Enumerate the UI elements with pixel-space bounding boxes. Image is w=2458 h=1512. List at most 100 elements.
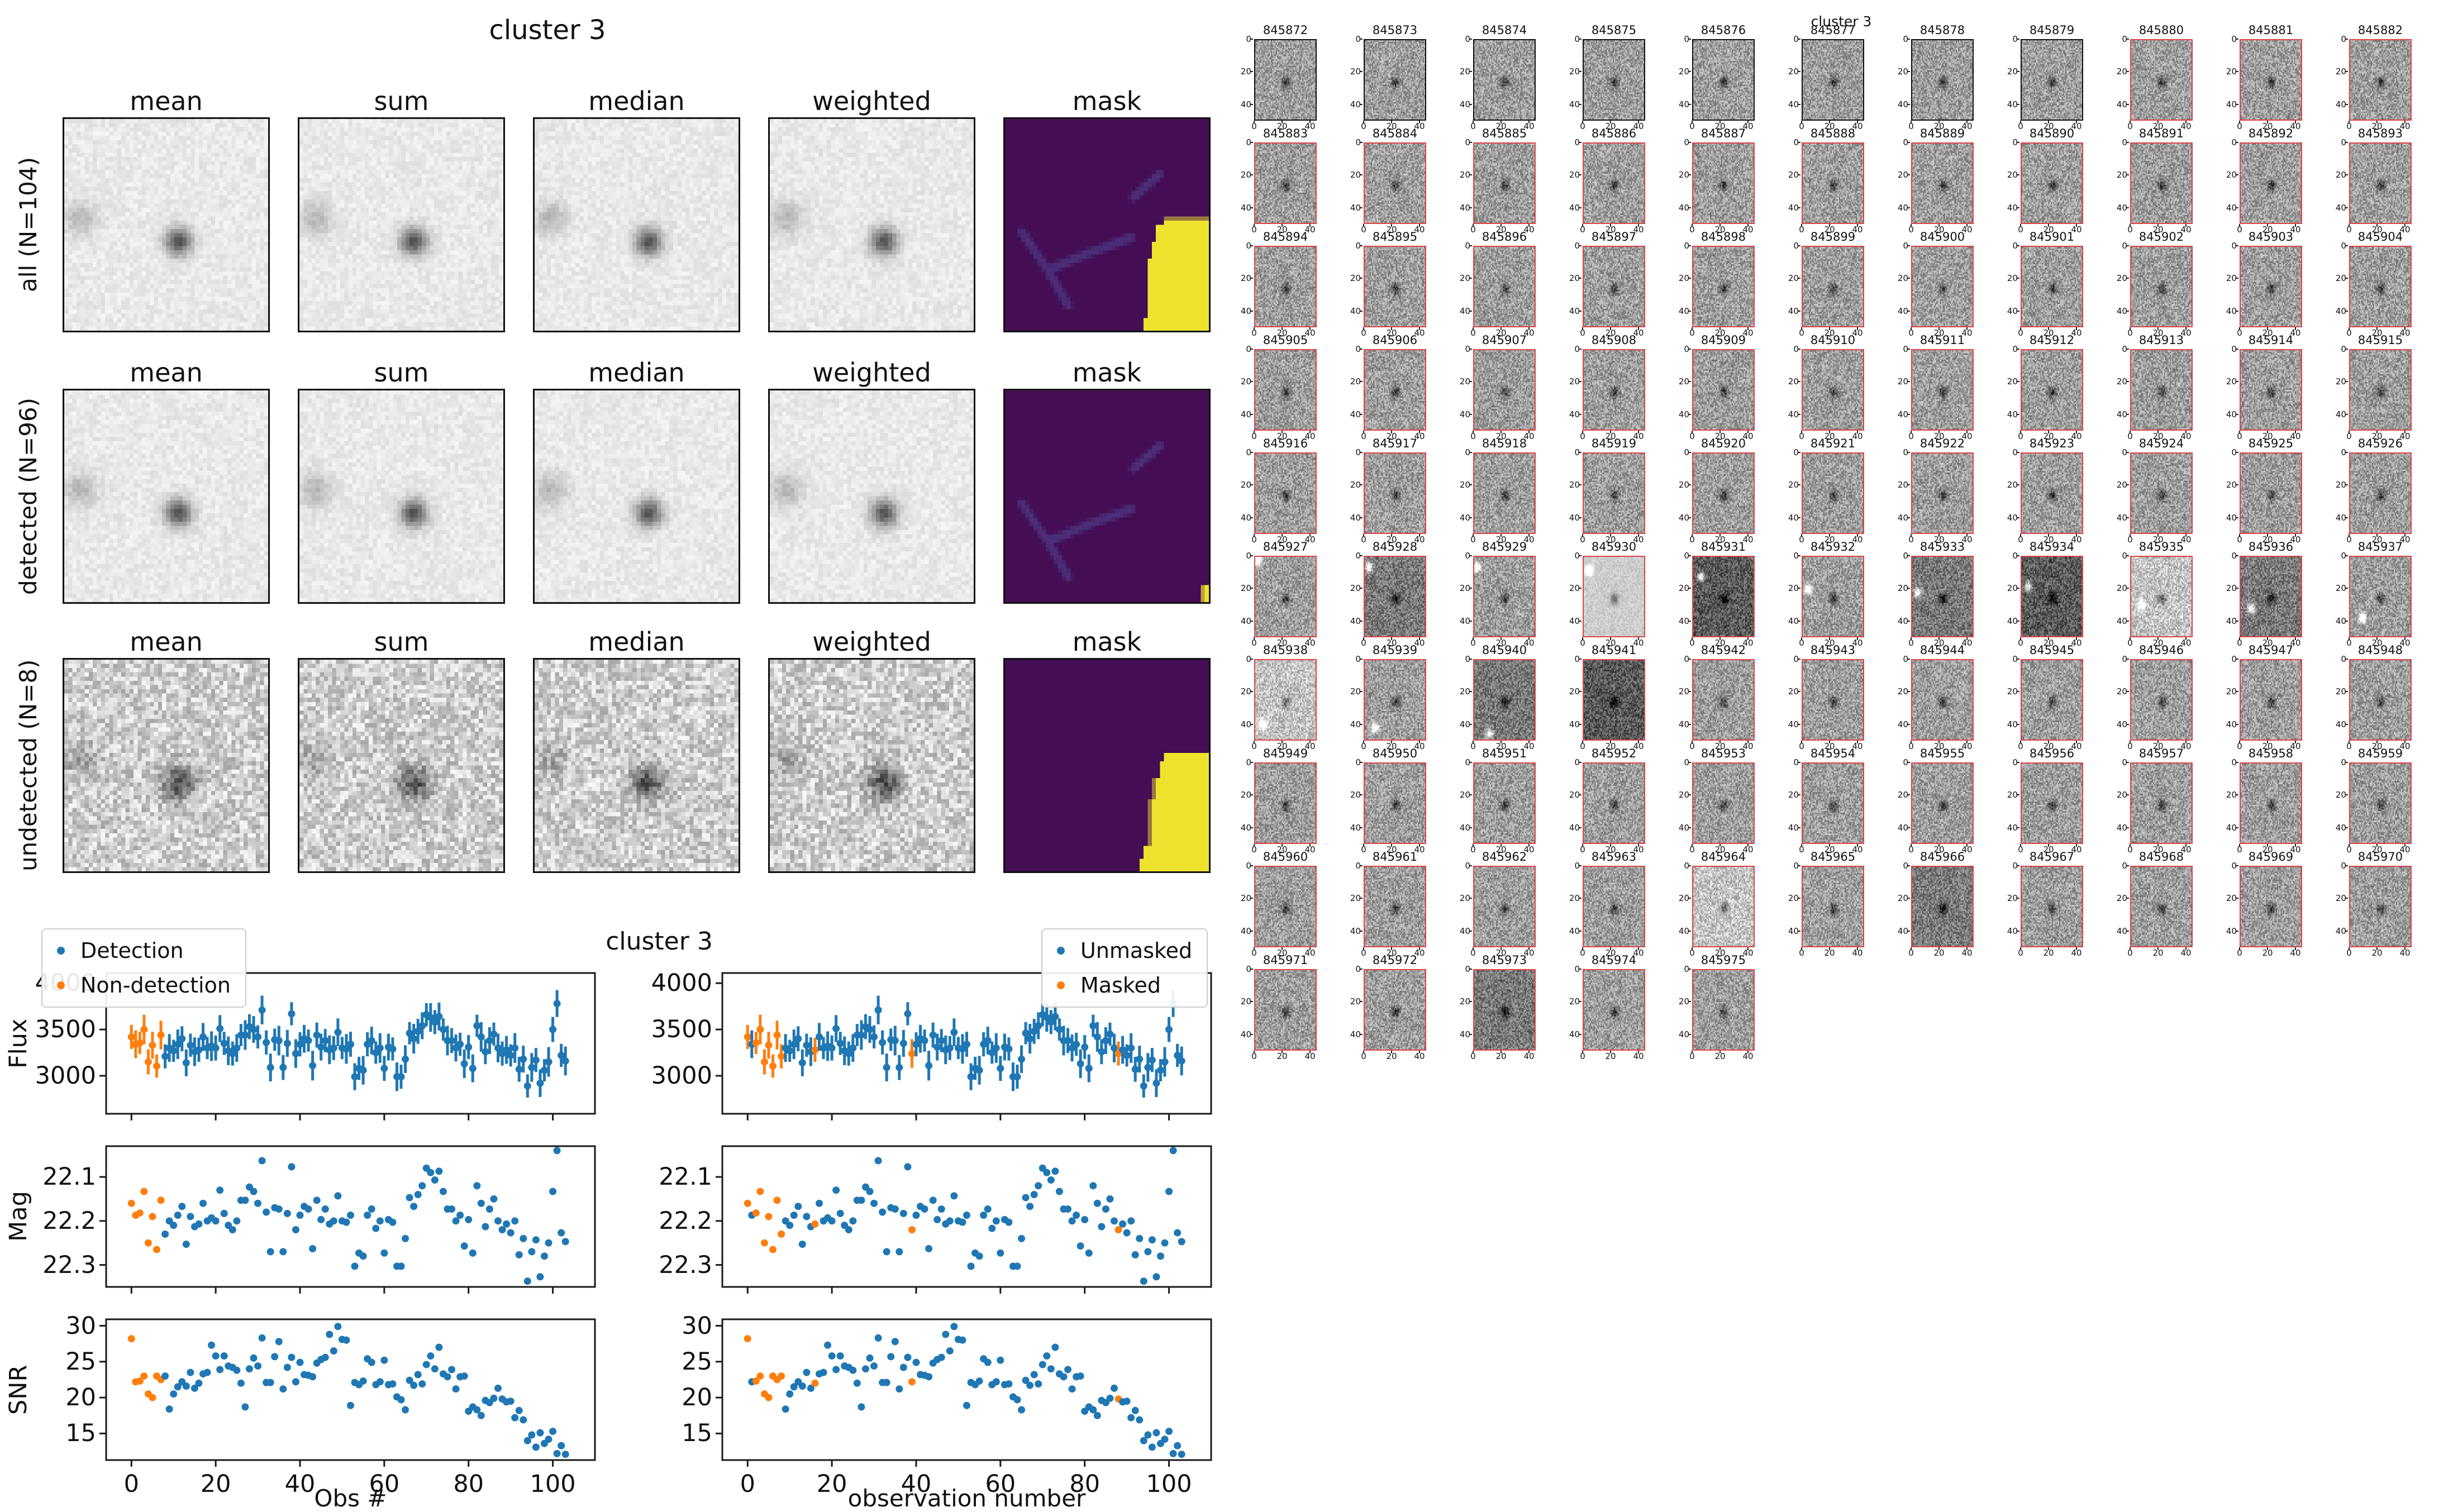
x-tick (2239, 741, 2240, 743)
grid-stamp-cell: 845924 0 20 40 0 20 40 (2117, 437, 2193, 545)
grid-stamp-title: 845881 (2248, 23, 2294, 37)
y-tick-label: 40 (1240, 513, 1251, 523)
grid-stamp-frame (1254, 659, 1317, 741)
y-tick (1688, 588, 1691, 589)
y-tick-label: 0 (1355, 654, 1361, 664)
grid-stamp-title: 845941 (1591, 643, 1637, 657)
y-tick (2236, 762, 2238, 763)
y-tick-label: 20 (1240, 893, 1251, 903)
x-tick-label: 20 (2262, 121, 2273, 131)
y-tick (2126, 931, 2129, 932)
grid-stamp-cell: 845942 0 20 40 0 20 40 (1679, 643, 1755, 751)
x-tick (1254, 947, 1255, 950)
x-tick-label: 0 (1580, 328, 1585, 338)
x-tick-label: 20 (1714, 431, 1726, 441)
x-tick-label: 40 (2180, 225, 2192, 235)
y-tick (1907, 207, 1910, 208)
y-tick-label: 20 (1897, 686, 1908, 697)
x-tick (2020, 224, 2021, 227)
x-tick (2130, 431, 2131, 433)
x-tick (2048, 121, 2049, 123)
grid-stamp-image (1693, 660, 1754, 740)
x-tick-label: 20 (1714, 741, 1726, 751)
y-tick (1907, 311, 1910, 312)
y-tick-label: 40 (2226, 719, 2237, 729)
x-tick (1801, 121, 1802, 123)
y-tick-label: 0 (2122, 34, 2127, 44)
x-tick-label: 0 (1251, 225, 1257, 235)
grid-stamp-cell: 845886 0 20 40 0 20 40 (1569, 127, 1645, 235)
y-tick (1469, 414, 1472, 415)
y-tick-label: 0 (2122, 344, 2127, 354)
y-tick (1469, 898, 1472, 899)
grid-stamp-title: 845915 (2357, 333, 2403, 347)
y-tick-label: 20 (2116, 583, 2127, 593)
y-tick-label: 22.3 (42, 1251, 96, 1279)
y-tick-label: 20 (2335, 790, 2346, 800)
stamp-image-weighted (770, 660, 974, 871)
x-tick (1282, 947, 1283, 950)
y-tick-label: 0 (1465, 137, 1470, 147)
legend-label: Detection (80, 938, 184, 963)
grid-stamp-cell: 845925 0 20 40 0 20 40 (2226, 437, 2302, 545)
grid-stamp-title: 845964 (1700, 850, 1746, 864)
grid-stamp-cell: 845891 0 20 40 0 20 40 (2117, 127, 2193, 235)
obs-axis-label: Obs # (314, 1485, 387, 1512)
grid-stamp-image (2241, 660, 2301, 740)
grid-stamp-frame (1583, 762, 1645, 844)
x-tick (1638, 327, 1639, 330)
grid-stamp-cell: 845940 0 20 40 0 20 40 (1460, 643, 1536, 751)
grid-stamp-cell: 845930 0 20 40 0 20 40 (1569, 540, 1645, 648)
y-tick (2126, 588, 2129, 589)
y-tick-label: 0 (1574, 654, 1580, 664)
y-tick-label: 40 (1240, 306, 1251, 316)
grid-stamp-title: 845906 (1372, 333, 1418, 347)
x-tick (1966, 431, 1968, 433)
grid-stamp-image (1474, 660, 1535, 740)
y-tick (1907, 621, 1910, 622)
grid-stamp-frame (2130, 349, 2193, 431)
x-tick-label: 40 (1523, 431, 1535, 441)
x-tick (2020, 121, 2021, 123)
y-tick-label: 20 (1240, 170, 1251, 180)
x-tick (1719, 224, 1721, 227)
grid-stamp-frame (2240, 659, 2302, 741)
y-tick (1250, 1034, 1253, 1035)
x-tick (2076, 431, 2077, 433)
y-tick (1250, 71, 1253, 72)
y-tick (1579, 104, 1581, 105)
x-tick-label: 20 (1386, 948, 1397, 958)
x-tick (1473, 844, 1474, 847)
x-tick (1363, 741, 1364, 743)
x-tick-label: 0 (1251, 638, 1257, 648)
x-tick-label: 40 (1633, 225, 1644, 235)
y-tick (2017, 517, 2019, 518)
legend-item-masked: Masked (1057, 973, 1192, 998)
x-tick-label: 20 (1495, 1051, 1507, 1061)
x-tick (1528, 844, 1530, 847)
x-tick-label: 20 (2371, 225, 2383, 235)
y-tick-label: 40 (2226, 513, 2237, 523)
grid-stamp-frame (1911, 866, 1974, 947)
x-tick (1692, 637, 1693, 640)
x-tick-label: 0 (2237, 328, 2242, 338)
x-tick-label: 40 (1961, 741, 1973, 751)
y-tick-label: 20 (1240, 583, 1251, 593)
x-tick-label: 0 (2127, 845, 2133, 855)
grid-stamp-image (2241, 454, 2301, 533)
x-tick (1500, 637, 1502, 640)
x-tick-label: 0 (2346, 431, 2352, 441)
x-tick-label: 0 (1799, 741, 1804, 751)
x-tick (2185, 637, 2187, 640)
x-tick-label: 0 (2127, 431, 2133, 441)
x-tick (1911, 121, 1912, 123)
x-tick (2020, 741, 2021, 743)
grid-stamp-cell: 845883 0 20 40 0 20 40 (1241, 127, 1317, 235)
x-tick-label: 0 (1580, 1051, 1585, 1061)
grid-stamp-frame (2130, 659, 2193, 741)
x-tick-label: 20 (1276, 535, 1288, 545)
x-tick-label: 20 (1714, 845, 1726, 855)
y-tick-label: 20 (1350, 583, 1361, 593)
grid-stamp-image (1693, 350, 1754, 430)
x-tick-label: 20 (2152, 638, 2164, 648)
